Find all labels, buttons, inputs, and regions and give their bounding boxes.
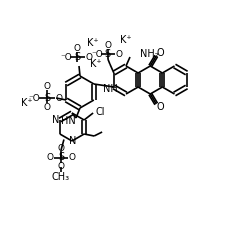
Text: K⁺: K⁺: [87, 38, 99, 48]
Text: S: S: [44, 93, 50, 103]
Text: S: S: [58, 153, 64, 162]
Text: N: N: [52, 115, 59, 125]
Text: K⁺: K⁺: [21, 98, 33, 108]
Text: ⁻O: ⁻O: [91, 50, 103, 59]
Text: O: O: [74, 43, 81, 52]
Text: O: O: [56, 94, 63, 102]
Text: Cl: Cl: [95, 107, 105, 117]
Text: O: O: [156, 102, 164, 112]
Text: N: N: [69, 136, 77, 146]
Text: O: O: [47, 153, 53, 162]
Text: O: O: [115, 50, 122, 59]
Text: NH₂: NH₂: [140, 49, 159, 59]
Text: O: O: [156, 48, 164, 58]
Text: S: S: [74, 52, 80, 62]
Text: O: O: [44, 82, 51, 90]
Text: HN: HN: [61, 116, 75, 126]
Text: NH: NH: [104, 83, 118, 94]
Text: O: O: [57, 162, 64, 171]
Text: O: O: [68, 153, 75, 162]
Text: O: O: [104, 40, 111, 50]
Text: ⁻O: ⁻O: [60, 52, 72, 62]
Text: S: S: [105, 49, 111, 59]
Text: K⁺: K⁺: [120, 35, 132, 45]
Text: K⁺: K⁺: [90, 59, 102, 69]
Text: O: O: [57, 144, 64, 153]
Text: O: O: [44, 102, 51, 111]
Text: O: O: [86, 52, 92, 62]
Text: ⁻O: ⁻O: [28, 94, 40, 102]
Text: CH₃: CH₃: [52, 172, 70, 181]
